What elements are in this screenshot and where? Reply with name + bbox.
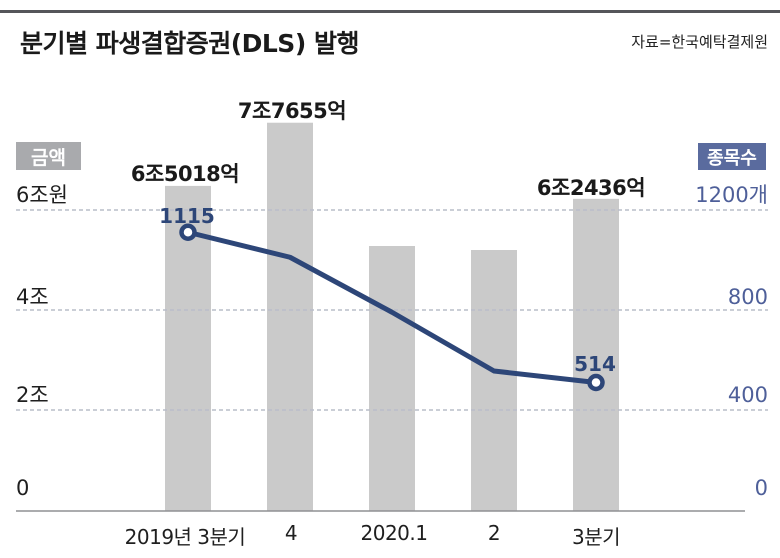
right-axis-tick: 400 — [727, 383, 768, 407]
line-value-label: 514 — [574, 352, 616, 376]
page-title: 분기별 파생결합증권(DLS) 발행 — [20, 29, 359, 58]
bar-value-label: 6조2436억 — [536, 176, 646, 200]
top-rule — [0, 10, 780, 13]
bar — [471, 250, 517, 511]
bar-value-label: 6조5018억 — [130, 162, 240, 186]
bar — [573, 198, 619, 511]
source-label: 자료=한국예탁결제원 — [631, 33, 768, 51]
point-marker — [587, 373, 605, 392]
x-axis-label: 2019년 3분기 — [124, 525, 246, 549]
line-value-label: 1115 — [159, 204, 215, 228]
trend-line — [185, 229, 599, 385]
right-axis-tick: 0 — [754, 476, 768, 500]
left-axis-tick: 2조 — [16, 383, 49, 407]
count-axis-badge: 종목수 — [698, 143, 766, 170]
amount-axis-badge: 금액 — [16, 142, 81, 170]
x-axis-label: 2020.1 — [360, 521, 428, 545]
x-axis-label: 3분기 — [571, 525, 621, 549]
point-marker — [179, 223, 197, 241]
bar-value-label: 7조7655억 — [237, 99, 347, 123]
bar — [369, 246, 415, 511]
x-axis-label: 4 — [284, 521, 298, 545]
left-axis-tick: 4조 — [16, 285, 49, 309]
left-axis-tick: 6조원 — [16, 183, 69, 207]
x-axis-label: 2 — [487, 521, 501, 545]
bar — [267, 122, 313, 511]
right-axis-tick: 800 — [727, 285, 768, 309]
right-axis-tick: 1200개 — [695, 183, 768, 207]
left-axis-tick: 0 — [16, 476, 30, 500]
